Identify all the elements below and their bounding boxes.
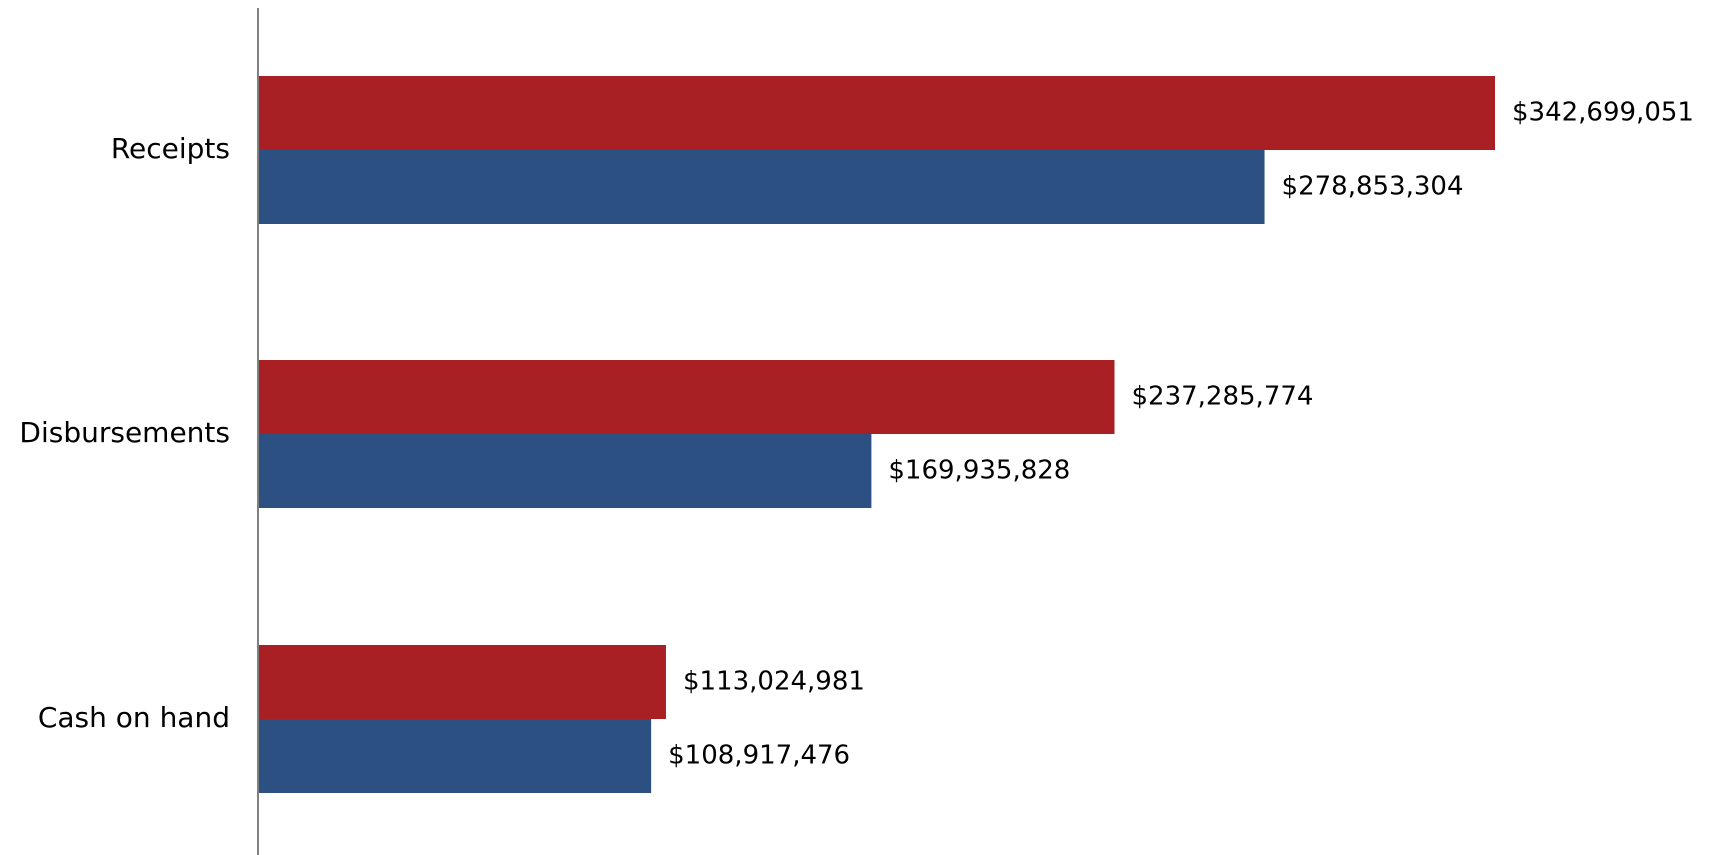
labels-layer: Receipts $342,699,051 $278,853,304 Disburse… xyxy=(19,98,1694,771)
bar-disbursements-series-1 xyxy=(258,360,1115,434)
bar-cash-on-hand-series-2 xyxy=(258,719,652,793)
bar-disbursements-series-2 xyxy=(258,434,872,508)
value-label-cash-on-hand-series-2: $108,917,476 xyxy=(668,741,850,771)
category-label-disbursements: Disbursements xyxy=(19,416,230,449)
bars-layer xyxy=(258,76,1495,793)
value-label-disbursements-series-1: $237,285,774 xyxy=(1132,382,1314,412)
value-label-receipts-series-1: $342,699,051 xyxy=(1512,98,1694,128)
bar-receipts-series-1 xyxy=(258,76,1495,150)
value-label-cash-on-hand-series-1: $113,024,981 xyxy=(683,667,865,697)
bar-cash-on-hand-series-1 xyxy=(258,645,666,719)
bar-receipts-series-2 xyxy=(258,150,1265,224)
category-label-receipts: Receipts xyxy=(111,132,230,165)
value-label-receipts-series-2: $278,853,304 xyxy=(1282,172,1464,202)
value-label-disbursements-series-2: $169,935,828 xyxy=(888,456,1070,486)
category-label-cash-on-hand: Cash on hand xyxy=(38,701,230,734)
